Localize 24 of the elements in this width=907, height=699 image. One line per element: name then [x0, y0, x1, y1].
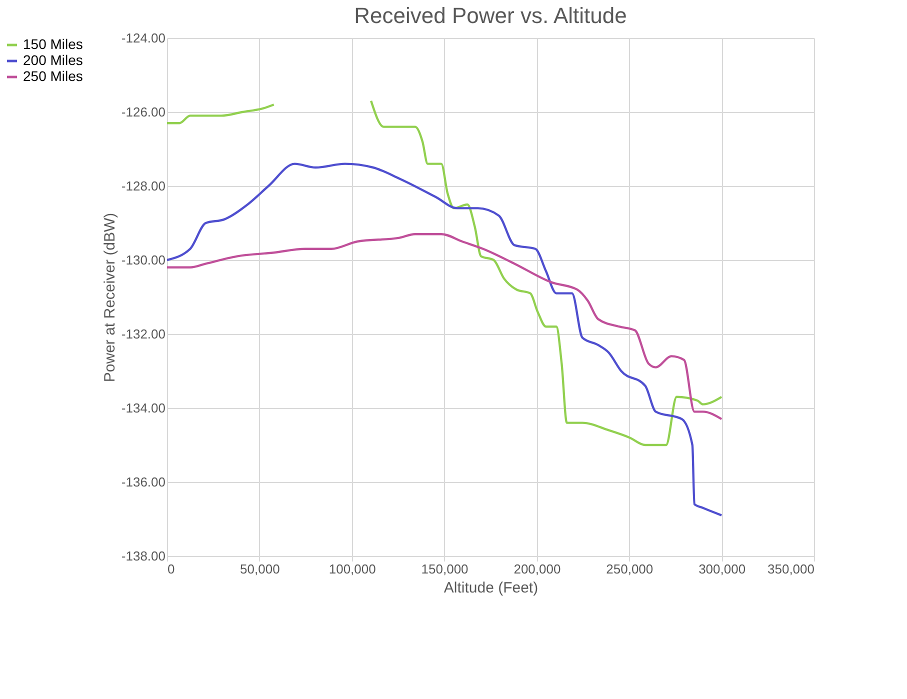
x-tick-label: 200,000 [514, 562, 561, 576]
legend-label: 250 Miles [23, 68, 83, 84]
x-tick-label: 50,000 [240, 562, 280, 576]
y-tick-label: -126.00 [121, 104, 166, 120]
x-tick-label: 350,000 [768, 562, 814, 576]
legend-label: 150 Miles [23, 36, 83, 52]
legend-label: 200 Miles [23, 52, 83, 68]
chart-title: Received Power vs. Altitude [354, 3, 627, 28]
x-tick-label: 100,000 [328, 562, 376, 576]
line-series [167, 162, 723, 516]
x-tick-label: 250,000 [606, 562, 654, 576]
y-tick-label: -138.00 [121, 548, 166, 564]
y-tick-label: -124.00 [121, 30, 166, 46]
x-tick-label: 300,000 [698, 562, 746, 576]
y-tick-label: -134.00 [121, 400, 166, 416]
x-tick-label: 0 [168, 562, 175, 576]
y-tick-label: -128.00 [121, 178, 166, 194]
y-axis-title: Power at Receiver (dBW) [101, 212, 118, 382]
x-tick-label: 150,000 [421, 562, 468, 576]
x-axis-title: Altitude (Feet) [444, 580, 538, 596]
line-series [167, 233, 723, 420]
y-tick-label: -132.00 [121, 326, 166, 342]
y-tick-label: -130.00 [121, 252, 166, 268]
y-tick-label: -136.00 [121, 474, 166, 490]
